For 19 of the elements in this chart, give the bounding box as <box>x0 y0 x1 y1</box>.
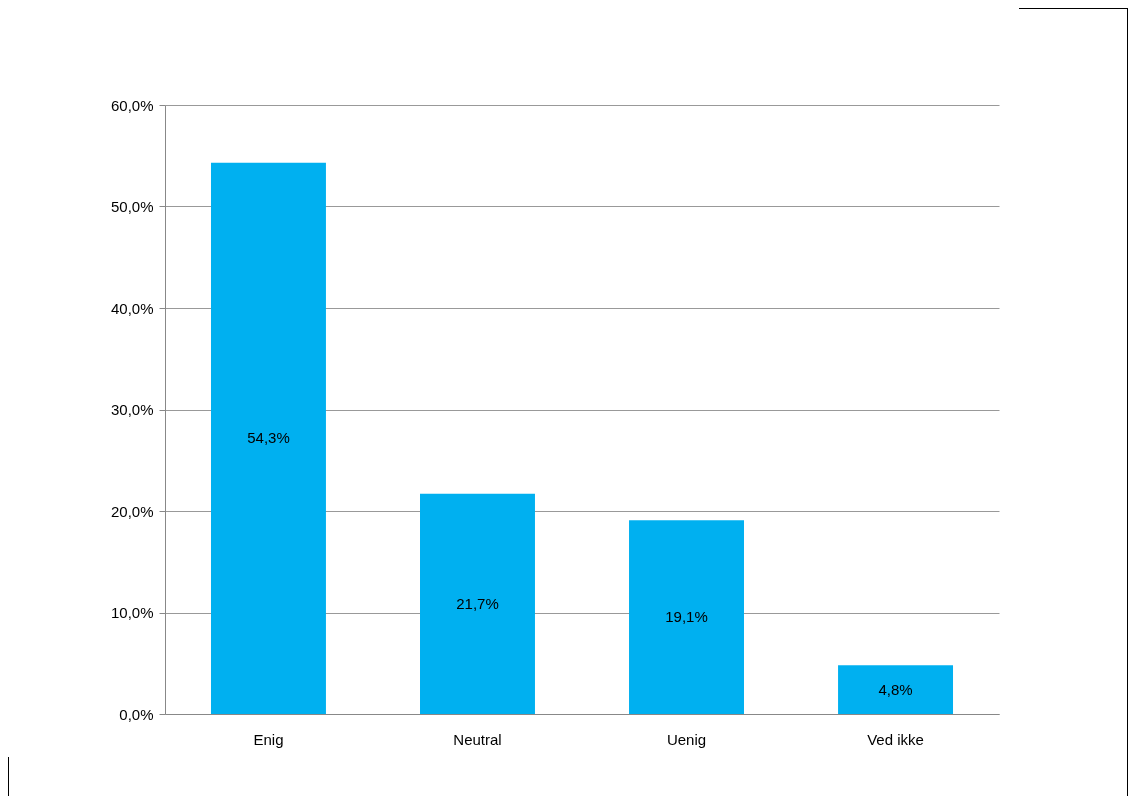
y-tick-label: 30,0% <box>110 401 154 418</box>
y-tick-label: 60,0% <box>110 96 154 114</box>
x-tick-label: Uenig <box>666 730 707 748</box>
data-label: 54,3% <box>247 429 290 447</box>
data-label: 19,1% <box>665 608 708 626</box>
x-tick-label: Neutral <box>453 730 502 748</box>
x-tick-label: Ved ikke <box>867 730 924 748</box>
data-label: 4,8% <box>878 680 913 698</box>
bar <box>420 493 535 714</box>
y-tick-label: 50,0% <box>110 198 154 215</box>
x-tick-label: Enig <box>253 730 284 748</box>
bar <box>629 520 744 714</box>
y-tick-label: 10,0% <box>110 604 154 621</box>
y-tick-label: 40,0% <box>110 299 154 317</box>
bar <box>210 162 326 714</box>
bar <box>838 665 954 714</box>
data-label: 21,7% <box>456 594 499 612</box>
y-tick-label: 20,0% <box>110 502 154 520</box>
y-tick-label: 0,0% <box>119 705 154 723</box>
